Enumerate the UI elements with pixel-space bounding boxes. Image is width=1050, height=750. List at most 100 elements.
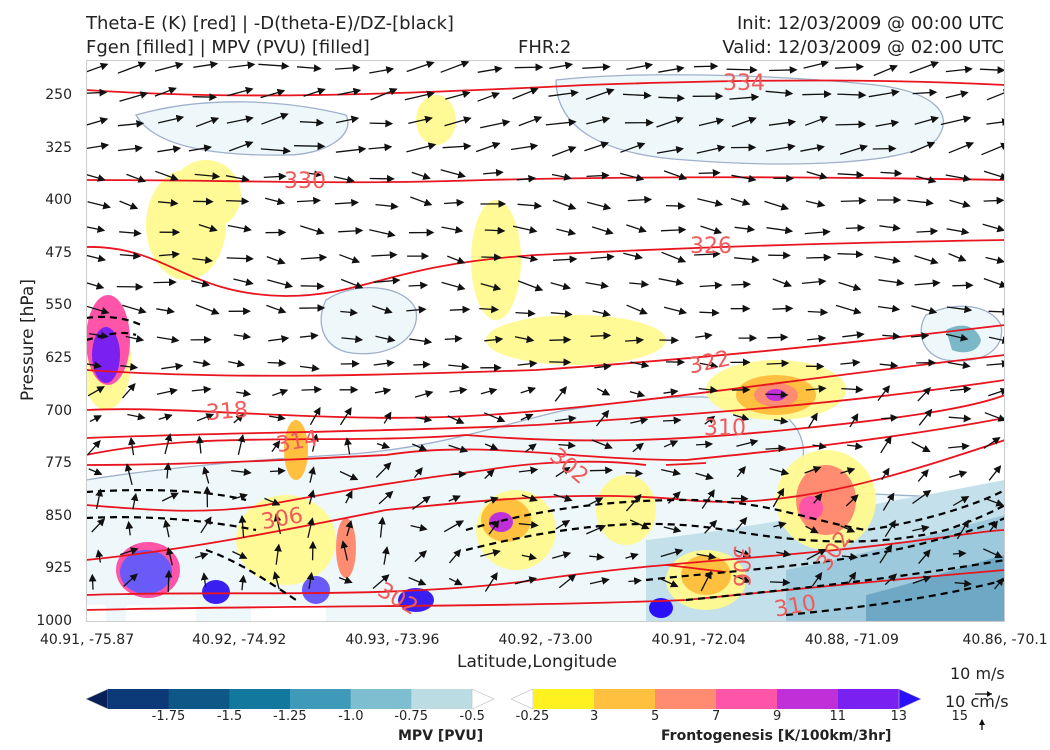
wind-vector bbox=[340, 278, 364, 289]
wind-vector bbox=[735, 516, 748, 532]
wind-vector bbox=[200, 572, 209, 587]
wind-vector bbox=[440, 60, 470, 73]
wind-vector bbox=[769, 467, 790, 476]
plot-frame bbox=[86, 60, 1005, 622]
wind-vector bbox=[123, 573, 138, 587]
wind-vector bbox=[882, 492, 895, 511]
wind-vector bbox=[202, 466, 210, 484]
wind-vector bbox=[589, 466, 613, 475]
wind-vector bbox=[156, 387, 178, 396]
y-tick-label: 400 bbox=[45, 192, 72, 209]
wind-vector bbox=[986, 89, 1005, 101]
wind-vector bbox=[124, 463, 133, 486]
wind-vector bbox=[835, 304, 862, 315]
wind-vector bbox=[408, 281, 428, 290]
wind-vector bbox=[840, 196, 867, 205]
colorbar-extend-high bbox=[898, 688, 921, 710]
wind-vector bbox=[232, 493, 248, 501]
wind-vector bbox=[769, 66, 798, 74]
wind-vector bbox=[274, 543, 282, 565]
wind-vector bbox=[233, 332, 252, 341]
wind-vector bbox=[701, 489, 715, 509]
wind-vector bbox=[587, 201, 612, 211]
wind-vector bbox=[117, 61, 147, 74]
colorbar-tick-label: 3 bbox=[590, 709, 599, 724]
wind-vector bbox=[373, 276, 401, 285]
wind-vector bbox=[484, 335, 504, 344]
wind-vector bbox=[345, 490, 353, 504]
wind-vector bbox=[596, 387, 611, 396]
colorbar-cell bbox=[777, 689, 839, 709]
wind-vector bbox=[554, 415, 577, 423]
wind-vector bbox=[917, 386, 931, 402]
wind-vector bbox=[308, 466, 316, 483]
wind-vector bbox=[517, 254, 539, 263]
wind-vector bbox=[952, 549, 967, 558]
wind-vector bbox=[842, 331, 865, 339]
wind-vector bbox=[734, 225, 756, 233]
x-tick-label: 40.91, -75.87 bbox=[40, 632, 135, 648]
wind-vector bbox=[661, 251, 687, 263]
wind-vector bbox=[658, 94, 685, 102]
wind-vector bbox=[954, 579, 972, 588]
wind-vector bbox=[193, 60, 219, 69]
wind-vector bbox=[699, 361, 719, 370]
wind-vector bbox=[441, 225, 464, 234]
y-axis-label: Pressure [hPa] bbox=[18, 279, 38, 401]
wind-vector bbox=[299, 364, 320, 372]
wind-vector bbox=[880, 435, 892, 454]
wind-vector bbox=[983, 170, 1005, 181]
wind-vector bbox=[981, 142, 1005, 156]
wind-vector bbox=[590, 253, 615, 262]
wind-vector bbox=[884, 573, 898, 586]
wind-vector bbox=[911, 305, 938, 315]
wind-vector bbox=[835, 120, 867, 129]
colorbar-tick-label: 15 bbox=[951, 709, 969, 724]
colorbar-tick-label: -1.5 bbox=[216, 709, 243, 724]
wind-vector bbox=[661, 468, 681, 477]
wind-vector bbox=[266, 255, 286, 265]
wind-vector bbox=[154, 86, 177, 97]
wind-vector bbox=[524, 443, 537, 453]
wind-vector bbox=[585, 281, 609, 290]
wind-vector bbox=[333, 175, 355, 184]
wind-vector bbox=[916, 175, 937, 184]
wind-vector bbox=[157, 145, 182, 154]
wind-vector bbox=[193, 359, 211, 368]
wind-vector bbox=[586, 524, 607, 535]
wind-vector bbox=[369, 119, 394, 128]
wind-vector bbox=[95, 488, 104, 510]
theta-e-label-306b: 306 bbox=[728, 545, 753, 587]
wind-vector bbox=[872, 144, 897, 153]
wind-vector bbox=[840, 467, 856, 475]
wind-vector bbox=[338, 226, 364, 235]
wind-vector bbox=[806, 548, 827, 561]
fgen-colorbar-label: Frontogenesis [K/100km/3hr] bbox=[661, 728, 892, 744]
wind-vector bbox=[665, 202, 686, 210]
wind-vector bbox=[341, 335, 364, 344]
y-tick-label: 550 bbox=[45, 297, 72, 314]
cross-section-plot: 334 330 326 322 318 314 310 306 302 302 … bbox=[86, 60, 1005, 622]
wind-vector bbox=[700, 570, 712, 592]
wind-vector bbox=[411, 171, 431, 180]
y-tick-label: 925 bbox=[45, 560, 72, 577]
wind-vector bbox=[834, 63, 865, 71]
wind-vector bbox=[200, 516, 212, 534]
wind-vector bbox=[516, 174, 537, 183]
wind-vector bbox=[196, 435, 204, 454]
wind-vector bbox=[698, 169, 721, 177]
wind-vector bbox=[582, 63, 611, 71]
wind-vector bbox=[873, 64, 898, 77]
wind-vector bbox=[406, 60, 435, 73]
wind-vector bbox=[585, 88, 615, 101]
wind-vector bbox=[340, 540, 349, 561]
wind-vector bbox=[912, 524, 930, 533]
wind-vector bbox=[479, 305, 499, 314]
wind-vector bbox=[344, 437, 352, 455]
chart-title-line1: Theta-E (K) [red] | -D(theta-E)/DZ-[blac… bbox=[86, 13, 454, 34]
wind-vector bbox=[949, 199, 971, 208]
wind-vector bbox=[595, 409, 610, 427]
wind-vector bbox=[695, 472, 714, 481]
x-tick-label: 40.93, -73.96 bbox=[345, 632, 440, 648]
wind-vector bbox=[484, 469, 495, 479]
